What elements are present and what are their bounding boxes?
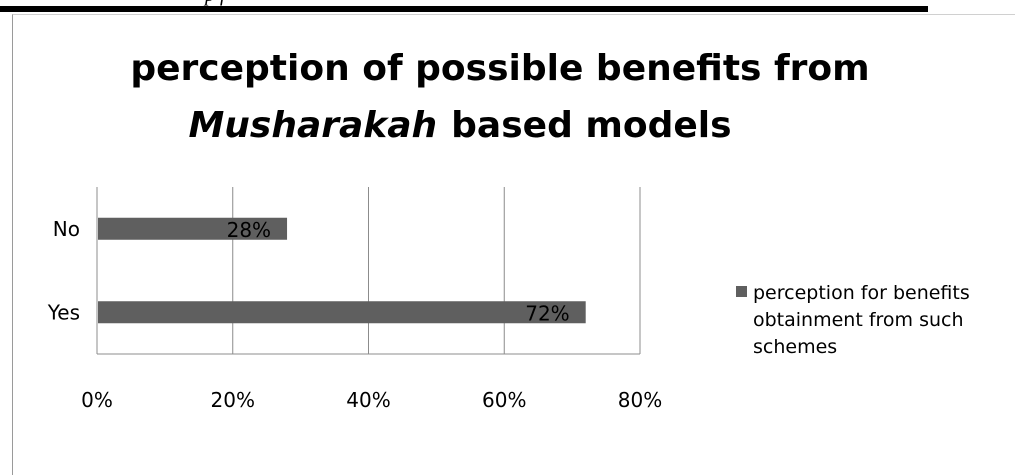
page-header-fragment: p f xyxy=(205,0,226,7)
plot-area: 0% 20% 40% 60% 80% No 28% Yes 72% xyxy=(47,187,662,412)
y-tick-label: No xyxy=(53,217,80,241)
x-tick-label: 80% xyxy=(618,388,662,412)
data-label: 28% xyxy=(227,218,271,242)
legend-label: perception for benefits xyxy=(753,282,970,304)
chart-title-line2: Musharakah based models xyxy=(188,105,731,146)
chart-frame xyxy=(12,14,1015,475)
x-tick-label: 0% xyxy=(81,388,113,412)
header-rule xyxy=(0,6,928,12)
bar xyxy=(98,217,288,240)
data-label: 72% xyxy=(525,301,569,325)
chart-title-rest: based models xyxy=(451,105,731,146)
chart-title-line1: perception of possible benefits from xyxy=(130,48,869,89)
legend-label: obtainment from such xyxy=(753,309,964,331)
bar-chart: perception of possible benefits from Mus… xyxy=(47,48,970,412)
x-tick-label: 20% xyxy=(211,388,255,412)
legend-label: schemes xyxy=(753,336,837,358)
legend-swatch xyxy=(736,286,747,297)
x-tick-label: 40% xyxy=(346,388,390,412)
legend: perception for benefits obtainment from s… xyxy=(736,282,970,358)
x-tick-label: 60% xyxy=(482,388,526,412)
bar xyxy=(98,301,586,324)
chart-title-italic: Musharakah xyxy=(188,105,437,146)
y-tick-label: Yes xyxy=(47,300,80,324)
